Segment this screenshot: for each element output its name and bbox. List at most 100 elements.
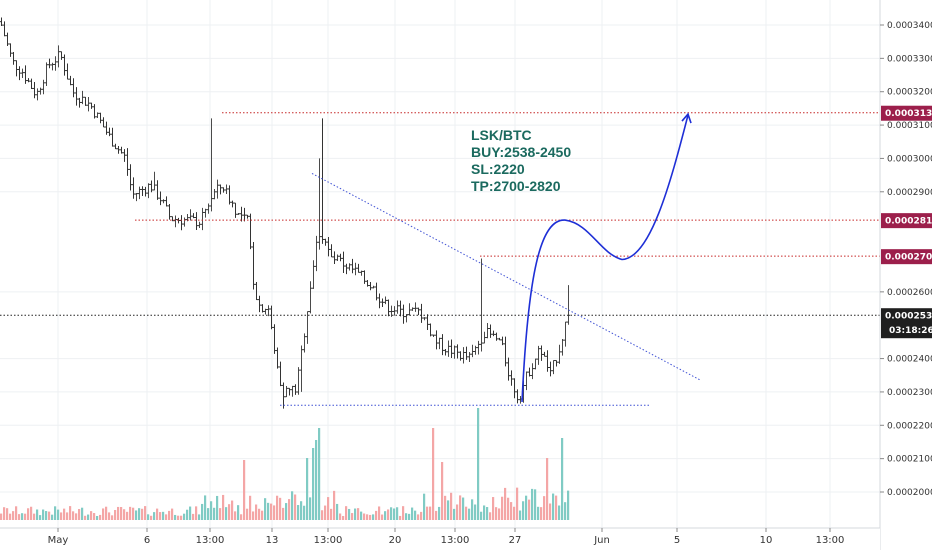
candle <box>282 382 285 409</box>
annotation-line: BUY:2538-2450 <box>471 144 571 160</box>
candle <box>189 209 192 221</box>
candle <box>66 63 69 80</box>
volume-bar <box>207 508 210 520</box>
volume-bar <box>510 502 513 520</box>
volume-bar <box>468 508 471 520</box>
candle <box>564 321 567 347</box>
candle <box>36 88 39 101</box>
volume-bar <box>228 504 231 520</box>
volume-bar <box>42 509 45 520</box>
price-level-tag-label: 0.0003137 <box>885 109 932 119</box>
candle <box>252 241 255 290</box>
candle <box>39 87 42 95</box>
candle <box>87 97 90 112</box>
volume-bar <box>528 499 531 520</box>
plot-area <box>0 0 880 528</box>
candle <box>213 189 216 200</box>
volume-bar <box>498 508 501 520</box>
volume-bar <box>330 508 333 520</box>
volume-bar <box>465 506 468 520</box>
current-price-tag <box>881 308 932 339</box>
volume-bar <box>309 497 312 520</box>
volume-bar <box>387 509 390 520</box>
volume-bar <box>243 460 246 520</box>
volume-bar <box>105 506 108 520</box>
volume-bar <box>363 513 366 520</box>
candle <box>27 78 30 83</box>
volume-bar <box>135 510 138 520</box>
candle <box>477 340 480 355</box>
volume-bar <box>402 506 405 520</box>
volume-bar <box>234 511 237 520</box>
volume-bar <box>354 508 357 520</box>
candle <box>54 56 57 71</box>
candle <box>48 58 51 69</box>
volume-bar <box>459 495 462 520</box>
candle <box>489 324 492 338</box>
candle <box>498 337 501 341</box>
volume-bar <box>336 503 339 520</box>
volume-bar <box>369 514 372 520</box>
candle <box>453 345 456 359</box>
volume-bar <box>120 507 123 520</box>
volume-bar <box>345 506 348 520</box>
candle <box>138 186 141 200</box>
volume-bar <box>264 498 267 520</box>
candle <box>330 244 333 258</box>
candle <box>102 117 105 128</box>
candle <box>129 164 132 191</box>
candle <box>513 378 516 399</box>
candle <box>111 127 114 147</box>
volume-bar <box>531 488 534 520</box>
candle <box>273 324 276 354</box>
candle <box>6 32 9 47</box>
candle <box>492 330 495 337</box>
candle <box>300 345 303 392</box>
time-tick-label: 13 <box>266 535 279 546</box>
volume-bar <box>84 515 87 520</box>
candle <box>99 112 102 124</box>
candle <box>372 285 375 289</box>
candle <box>384 296 387 305</box>
time-axis[interactable]: May 6 13:00 13 13:00 20 13:00 27 Jun 5 10 13:00 <box>0 527 880 550</box>
volume-bar <box>279 497 282 520</box>
volume-bar <box>441 462 444 520</box>
candle <box>561 339 564 356</box>
candle <box>72 78 75 98</box>
volume-bar <box>300 501 303 520</box>
volume-bar <box>225 507 228 520</box>
candle <box>231 200 234 208</box>
volume-bar <box>180 515 183 520</box>
price-tick-label: 0.0002000 <box>887 488 932 498</box>
candle <box>60 51 63 60</box>
candle <box>339 253 342 262</box>
volume-bar <box>315 440 318 520</box>
candle <box>342 251 345 274</box>
volume-bar <box>435 510 438 520</box>
volume-bar <box>87 514 90 520</box>
candle <box>276 347 279 369</box>
candle <box>393 306 396 316</box>
volume-bar <box>195 506 198 520</box>
volume-bar <box>438 506 441 520</box>
candle <box>324 238 327 246</box>
volume-bar <box>111 515 114 520</box>
volume-bar <box>159 512 162 520</box>
volume-bar <box>432 428 435 520</box>
volume-bar <box>255 504 258 520</box>
candle <box>525 371 528 391</box>
volume-bar <box>273 505 276 520</box>
candle <box>279 361 282 387</box>
price-axis[interactable]: 0.0003400 0.0003300 0.0003200 0.0003100 0.00… <box>879 0 932 550</box>
arrow-head <box>681 112 692 124</box>
price-level-tag-label: 0.0002707 <box>885 253 932 263</box>
candle <box>114 143 117 150</box>
candle <box>351 258 354 274</box>
candle <box>387 299 390 317</box>
volume-bar <box>495 507 498 520</box>
volume-bar <box>249 495 252 520</box>
candle <box>312 260 315 289</box>
volume-bar <box>96 515 99 520</box>
candle <box>465 346 468 360</box>
